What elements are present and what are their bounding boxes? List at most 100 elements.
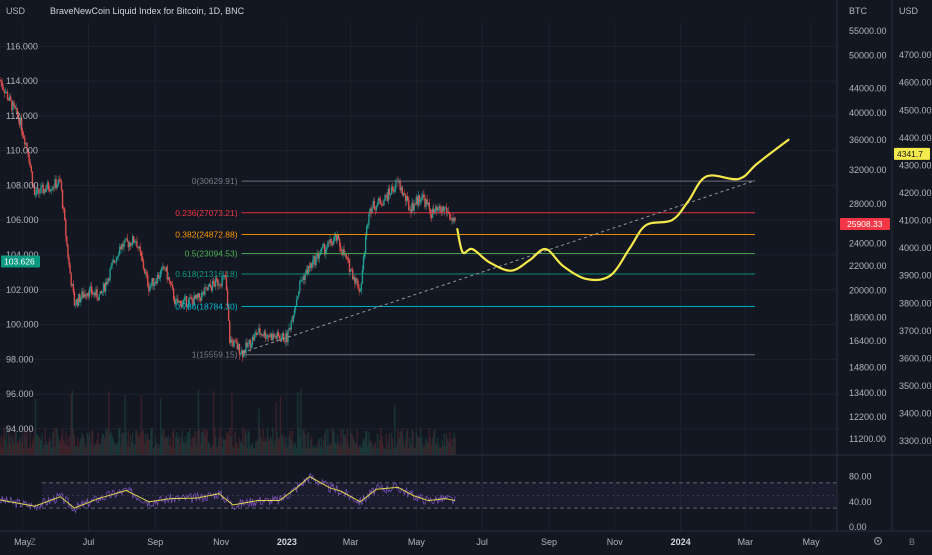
volume-bar xyxy=(99,444,102,455)
projection-path[interactable] xyxy=(456,138,790,282)
candle-body xyxy=(196,294,199,298)
volume-bar xyxy=(108,390,110,455)
candle-body xyxy=(120,246,122,250)
oscillator-axis[interactable]: 80.00 40.00 0.00 xyxy=(849,472,872,532)
candle-body xyxy=(295,299,298,306)
candle-body xyxy=(216,277,218,280)
volume-bar xyxy=(266,427,269,455)
volume-bar xyxy=(302,429,304,455)
volume-bar xyxy=(70,394,72,455)
volume-bar xyxy=(79,441,81,455)
volume-bar xyxy=(133,445,135,455)
candle-body xyxy=(432,208,435,213)
volume-bar xyxy=(216,447,218,455)
volume-bar xyxy=(158,445,161,455)
volume-bar xyxy=(17,443,20,455)
zoom-icon[interactable]: Z xyxy=(30,537,36,547)
volume-bar xyxy=(39,437,41,455)
candle-body xyxy=(323,243,326,255)
candle-body xyxy=(161,267,163,271)
volume-bar xyxy=(162,428,164,455)
volume-bar xyxy=(388,433,391,455)
volume-bar xyxy=(408,447,410,455)
btc-axis-tick: 50000.00 xyxy=(849,51,887,61)
candle-body xyxy=(362,256,365,270)
volume-bar xyxy=(441,439,443,455)
volume-bar xyxy=(115,445,118,455)
volume-bar xyxy=(85,447,87,455)
volume-bar xyxy=(289,430,291,455)
volume-bar xyxy=(362,438,365,455)
volume-bar xyxy=(87,436,90,455)
volume-bar xyxy=(260,437,262,455)
candle-body xyxy=(290,320,292,330)
time-axis-tick: 2024 xyxy=(671,537,691,547)
volume-bar xyxy=(3,427,6,455)
candle-body xyxy=(388,188,391,195)
volume-bar xyxy=(335,444,338,455)
candle-body xyxy=(263,331,265,337)
volume-bar xyxy=(295,448,298,455)
volume-bar xyxy=(358,445,360,455)
left-axis-tick: 108.000 xyxy=(6,180,39,190)
candle-body xyxy=(54,179,56,188)
candle-body xyxy=(212,281,215,284)
candle-body xyxy=(392,189,395,192)
candle-body xyxy=(56,185,58,189)
volume-bar xyxy=(72,428,75,455)
candle-body xyxy=(136,241,138,248)
volume-bar xyxy=(318,438,320,455)
volume-bar xyxy=(208,441,210,455)
volume-bar xyxy=(368,432,370,455)
volume-bar xyxy=(47,441,50,455)
candle-body xyxy=(108,278,110,281)
candle-body xyxy=(97,298,99,301)
left-price-axis[interactable]: 116.000 114.000 112.000 110.000 108.000 106.0… xyxy=(1,41,40,434)
volume-bar xyxy=(229,427,231,455)
volume-bar xyxy=(421,436,423,455)
volume-bar xyxy=(356,429,358,455)
candle-body xyxy=(179,301,181,302)
gear-icon[interactable] xyxy=(873,536,883,546)
volume-bar xyxy=(419,427,422,455)
candle-body xyxy=(278,335,281,339)
candle-body xyxy=(154,281,157,283)
volume-bar xyxy=(399,432,401,455)
volume-bar xyxy=(288,435,290,455)
oscillator-axis-tick: 40.00 xyxy=(849,497,872,507)
volume-bar xyxy=(394,404,396,455)
usd-axis-tick: 3700.00 xyxy=(899,326,932,336)
candle-body xyxy=(363,253,366,257)
candle-body xyxy=(162,266,164,268)
volume-bar xyxy=(252,447,255,455)
candle-body xyxy=(437,208,439,211)
candle-body xyxy=(289,327,291,330)
volume-bar xyxy=(42,448,44,455)
usd-axis-tick: 4100.00 xyxy=(899,216,932,226)
fib-level-label: 0.236(27073.21) xyxy=(175,208,238,218)
volume-bar xyxy=(354,442,356,455)
candle-body xyxy=(317,252,319,259)
candle-body xyxy=(454,217,456,220)
usd-price-axis[interactable]: 4700.00 4600.00 4500.00 4400.00 4300.00 4200.… xyxy=(894,50,932,446)
btc-price-axis[interactable]: 55000.00 50000.00 44000.00 40000.00 36000.00… xyxy=(840,26,890,444)
candle-body xyxy=(157,274,160,279)
candle-body xyxy=(353,277,355,280)
btc-unit-label: BTC xyxy=(849,6,868,16)
volume-bar xyxy=(301,447,303,455)
candle-body xyxy=(213,283,216,287)
usd-current-value: 4341.7 xyxy=(897,149,923,159)
volume-bar xyxy=(64,443,66,455)
volume-bar xyxy=(181,429,183,455)
candle-body xyxy=(449,213,451,219)
candle-body xyxy=(195,294,198,299)
volume-bar xyxy=(186,432,189,455)
volume-bar xyxy=(71,390,73,455)
time-axis[interactable]: May Jul Sep Nov 2023 Mar May Jul Sep Nov 2024 Mar Ma… xyxy=(14,537,820,547)
b-icon[interactable]: B xyxy=(909,537,915,547)
volume-bar xyxy=(59,440,62,455)
fib-retracement[interactable]: 0(30629.91) 0.236(27073.21) 0.382(24872.88… xyxy=(175,176,756,360)
candle-body xyxy=(342,249,344,255)
volume-bar xyxy=(230,436,232,455)
